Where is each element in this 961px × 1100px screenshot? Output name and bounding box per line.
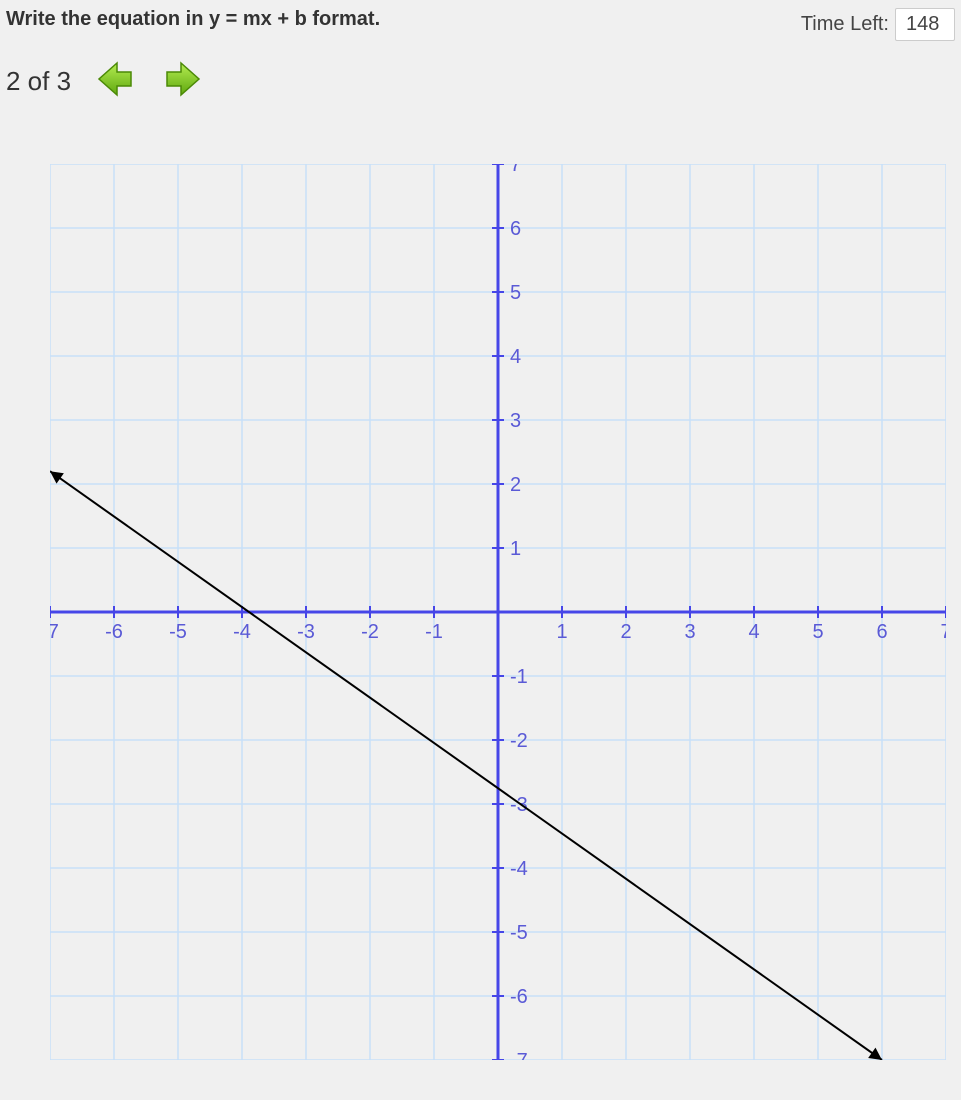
svg-text:6: 6 (510, 218, 521, 240)
svg-text:2: 2 (510, 474, 521, 496)
timer-value: 148 (895, 8, 955, 41)
question-title: Write the equation in y = mx + b format. (6, 8, 380, 31)
svg-text:4: 4 (748, 621, 759, 643)
svg-text:-2: -2 (510, 730, 528, 752)
svg-text:1: 1 (510, 538, 521, 560)
svg-text:5: 5 (812, 621, 823, 643)
svg-text:-6: -6 (510, 986, 528, 1008)
svg-text:-5: -5 (169, 621, 187, 643)
svg-text:-4: -4 (233, 621, 251, 643)
prev-arrow-button[interactable] (95, 59, 135, 104)
svg-text:-4: -4 (510, 858, 528, 880)
timer-label: Time Left: (801, 13, 889, 36)
progress-text: 2 of 3 (6, 66, 71, 97)
svg-text:4: 4 (510, 346, 521, 368)
svg-text:7: 7 (510, 164, 521, 176)
svg-text:-2: -2 (361, 621, 379, 643)
svg-text:6: 6 (876, 621, 887, 643)
svg-text:-7: -7 (50, 621, 59, 643)
svg-text:-7: -7 (510, 1050, 528, 1060)
svg-text:-1: -1 (510, 666, 528, 688)
svg-text:7: 7 (940, 621, 946, 643)
svg-text:-3: -3 (297, 621, 315, 643)
svg-text:-3: -3 (510, 794, 528, 816)
svg-text:-5: -5 (510, 922, 528, 944)
next-arrow-button[interactable] (163, 59, 203, 104)
chart-svg: -7 -6 -5 -4 -3 -2 -1 1 2 3 4 5 6 7 -7 -6 -5 -4 -3 -2 -1 1 2 3 4 5… (50, 164, 946, 1060)
svg-text:3: 3 (510, 410, 521, 432)
svg-text:2: 2 (620, 621, 631, 643)
svg-text:3: 3 (684, 621, 695, 643)
svg-text:-1: -1 (425, 621, 443, 643)
coordinate-plane-chart: -7 -6 -5 -4 -3 -2 -1 1 2 3 4 5 6 7 -7 -6 -5 -4 -3 -2 -1 1 2 3 4 5… (50, 164, 946, 1060)
svg-text:1: 1 (556, 621, 567, 643)
svg-text:-6: -6 (105, 621, 123, 643)
svg-text:5: 5 (510, 282, 521, 304)
